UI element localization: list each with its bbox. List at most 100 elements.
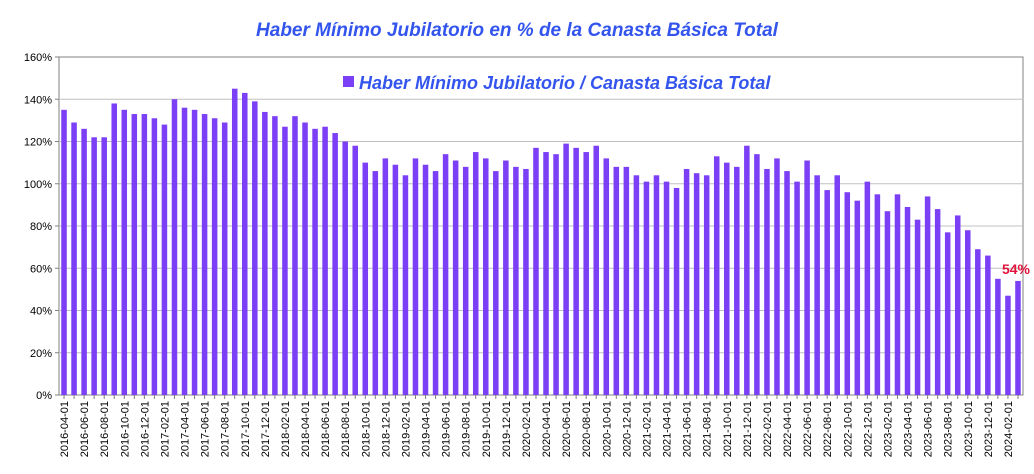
gridlines (59, 98, 1023, 354)
bar (663, 181, 670, 395)
bar (201, 114, 208, 395)
bar (965, 230, 971, 395)
x-tick-label: 2019-04-01 (421, 401, 433, 457)
x-tick-label: 2020-08-01 (581, 401, 593, 457)
bar (513, 166, 519, 395)
x-tick-label: 2021-12-01 (742, 401, 754, 457)
bar (975, 249, 981, 395)
x-tick-label: 2018-08-01 (340, 401, 352, 457)
bar (543, 152, 549, 395)
legend: Haber Mínimo Jubilatorio / Canasta Básic… (343, 73, 771, 93)
bars (61, 88, 1021, 396)
bar (462, 166, 469, 395)
bar (653, 175, 660, 395)
bar (754, 154, 760, 395)
bar (402, 175, 409, 395)
bar (392, 164, 399, 395)
bar (693, 173, 700, 395)
bar (814, 175, 820, 395)
x-tick-label: 2024-02-01 (1003, 401, 1015, 457)
y-tick-label: 120% (24, 137, 52, 149)
y-tick-label: 0% (36, 390, 52, 402)
bar (1015, 280, 1021, 395)
bar (442, 154, 449, 395)
bar (312, 128, 318, 395)
x-tick-label: 2023-02-01 (882, 401, 894, 457)
x-tick-label: 2020-04-01 (541, 401, 553, 457)
x-tick-label: 2017-02-01 (159, 401, 171, 457)
bar (322, 126, 328, 396)
last-value-annotation: 54% (1002, 261, 1031, 277)
x-tick-label: 2017-08-01 (220, 401, 232, 457)
bar (874, 194, 881, 395)
bar (141, 114, 148, 395)
bar (724, 162, 730, 396)
bar (121, 109, 128, 395)
bar (272, 116, 278, 396)
bar (452, 160, 459, 395)
bar (81, 128, 87, 395)
bar (613, 166, 620, 395)
bar (483, 158, 489, 395)
x-tick-label: 2019-08-01 (461, 401, 473, 457)
bar (151, 118, 158, 395)
bar (262, 111, 268, 396)
y-tick-label: 80% (30, 221, 52, 233)
x-tick-label: 2019-10-01 (481, 401, 493, 457)
bar (683, 168, 690, 395)
x-tick-label: 2017-06-01 (200, 401, 212, 457)
bar (231, 88, 238, 395)
bar (804, 160, 810, 395)
x-tick-label: 2023-10-01 (963, 401, 975, 457)
bar (553, 154, 559, 395)
bar (603, 158, 610, 395)
x-tick-label: 2023-06-01 (923, 401, 935, 457)
x-tick-label: 2018-10-01 (360, 401, 372, 457)
bar (643, 181, 650, 395)
x-tick-label: 2021-08-01 (702, 401, 714, 457)
bar (914, 219, 921, 395)
bar (71, 122, 77, 396)
bar (282, 126, 288, 396)
bar (161, 124, 168, 395)
x-tick-label: 2018-06-01 (320, 401, 332, 457)
x-tick-label: 2017-04-01 (180, 401, 192, 457)
bar (854, 200, 861, 395)
x-tick-label: 2021-10-01 (722, 401, 734, 457)
bar (252, 101, 258, 396)
y-tick-label: 160% (24, 52, 52, 64)
bar (191, 109, 198, 395)
bar (884, 211, 891, 395)
bar (432, 171, 439, 395)
bar (242, 92, 248, 395)
x-tick-label: 2018-12-01 (380, 401, 392, 457)
x-tick-label: 2023-04-01 (903, 401, 915, 457)
bar (744, 145, 750, 395)
bar (924, 196, 931, 395)
x-tick-label: 2021-06-01 (682, 401, 694, 457)
y-axis: 0% 20% 40% 60% 80% 100% 120% 140% 160% (24, 52, 59, 402)
y-tick-label: 60% (30, 263, 52, 275)
bar (794, 181, 800, 395)
x-tick-label: 2020-10-01 (601, 401, 613, 457)
bar (894, 194, 901, 395)
bar (523, 168, 529, 395)
bar (302, 122, 308, 396)
x-tick-label: 2022-04-01 (782, 401, 794, 457)
bar (472, 152, 479, 395)
bar (593, 145, 599, 395)
bar (352, 145, 358, 395)
bar (503, 160, 509, 395)
x-tick-label: 2023-08-01 (943, 401, 955, 457)
chart-title: Haber Mínimo Jubilatorio en % de la Cana… (256, 20, 778, 41)
x-tick-label: 2016-04-01 (59, 401, 71, 457)
bar (734, 166, 740, 395)
bar (362, 162, 369, 396)
x-tick-label: 2020-12-01 (621, 401, 633, 457)
bar (583, 152, 589, 395)
bar (563, 143, 569, 395)
x-tick-label: 2020-06-01 (561, 401, 573, 457)
x-tick-label: 2021-04-01 (662, 401, 674, 457)
bar (342, 141, 348, 395)
